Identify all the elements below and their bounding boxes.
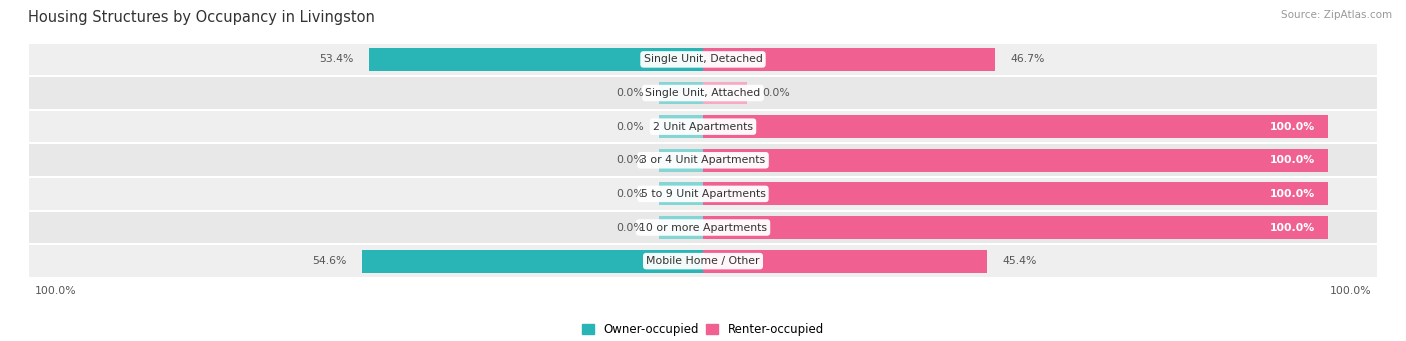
- Text: 100.0%: 100.0%: [1270, 155, 1316, 165]
- Text: 100.0%: 100.0%: [1330, 286, 1372, 296]
- Text: 0.0%: 0.0%: [616, 88, 644, 98]
- Text: Housing Structures by Occupancy in Livingston: Housing Structures by Occupancy in Livin…: [28, 10, 375, 25]
- Text: 100.0%: 100.0%: [1270, 189, 1316, 199]
- Bar: [703, 149, 1327, 172]
- Bar: [703, 250, 987, 272]
- Bar: [703, 115, 1327, 138]
- Text: 0.0%: 0.0%: [616, 223, 644, 233]
- Text: 100.0%: 100.0%: [1270, 122, 1316, 132]
- Bar: [659, 182, 703, 205]
- Text: 3 or 4 Unit Apartments: 3 or 4 Unit Apartments: [641, 155, 765, 165]
- Text: 45.4%: 45.4%: [1002, 256, 1036, 266]
- Bar: [659, 81, 703, 104]
- Text: 2 Unit Apartments: 2 Unit Apartments: [652, 122, 754, 132]
- Text: Mobile Home / Other: Mobile Home / Other: [647, 256, 759, 266]
- Bar: [28, 110, 1378, 144]
- Bar: [703, 216, 1327, 239]
- Bar: [659, 149, 703, 172]
- Text: 10 or more Apartments: 10 or more Apartments: [638, 223, 768, 233]
- Bar: [28, 144, 1378, 177]
- Text: 0.0%: 0.0%: [616, 122, 644, 132]
- Text: 54.6%: 54.6%: [312, 256, 346, 266]
- Bar: [28, 211, 1378, 244]
- Text: 0.0%: 0.0%: [762, 88, 790, 98]
- Text: 100.0%: 100.0%: [34, 286, 76, 296]
- Bar: [703, 81, 747, 104]
- Bar: [28, 76, 1378, 110]
- Text: 53.4%: 53.4%: [319, 55, 354, 64]
- Bar: [659, 216, 703, 239]
- Bar: [361, 250, 703, 272]
- Text: 0.0%: 0.0%: [616, 189, 644, 199]
- Text: 46.7%: 46.7%: [1011, 55, 1045, 64]
- Bar: [703, 182, 1327, 205]
- Text: 5 to 9 Unit Apartments: 5 to 9 Unit Apartments: [641, 189, 765, 199]
- Legend: Owner-occupied, Renter-occupied: Owner-occupied, Renter-occupied: [578, 318, 828, 341]
- Text: 100.0%: 100.0%: [1270, 223, 1316, 233]
- Bar: [28, 177, 1378, 211]
- Bar: [28, 43, 1378, 76]
- Bar: [703, 48, 995, 71]
- Text: 0.0%: 0.0%: [616, 155, 644, 165]
- Bar: [370, 48, 703, 71]
- Text: Single Unit, Attached: Single Unit, Attached: [645, 88, 761, 98]
- Bar: [28, 244, 1378, 278]
- Text: Source: ZipAtlas.com: Source: ZipAtlas.com: [1281, 10, 1392, 20]
- Bar: [659, 115, 703, 138]
- Text: Single Unit, Detached: Single Unit, Detached: [644, 55, 762, 64]
